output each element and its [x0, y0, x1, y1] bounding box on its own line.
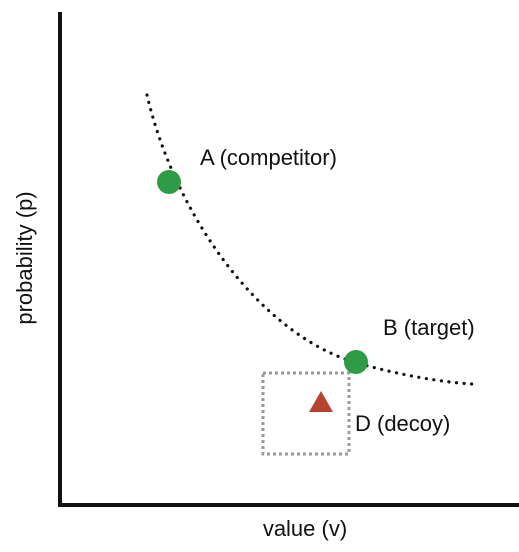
decoy-region-box [261, 371, 351, 456]
competitor-point [157, 170, 181, 194]
target-label: B (target) [383, 315, 475, 340]
decoy-label: D (decoy) [355, 411, 450, 436]
target-point [344, 350, 368, 374]
y-axis-label: probability (p) [12, 191, 37, 324]
competitor-label: A (competitor) [200, 145, 337, 170]
x-axis-label: value (v) [263, 516, 347, 541]
indifference-curve [145, 93, 474, 386]
decoy-triangle [309, 391, 333, 412]
